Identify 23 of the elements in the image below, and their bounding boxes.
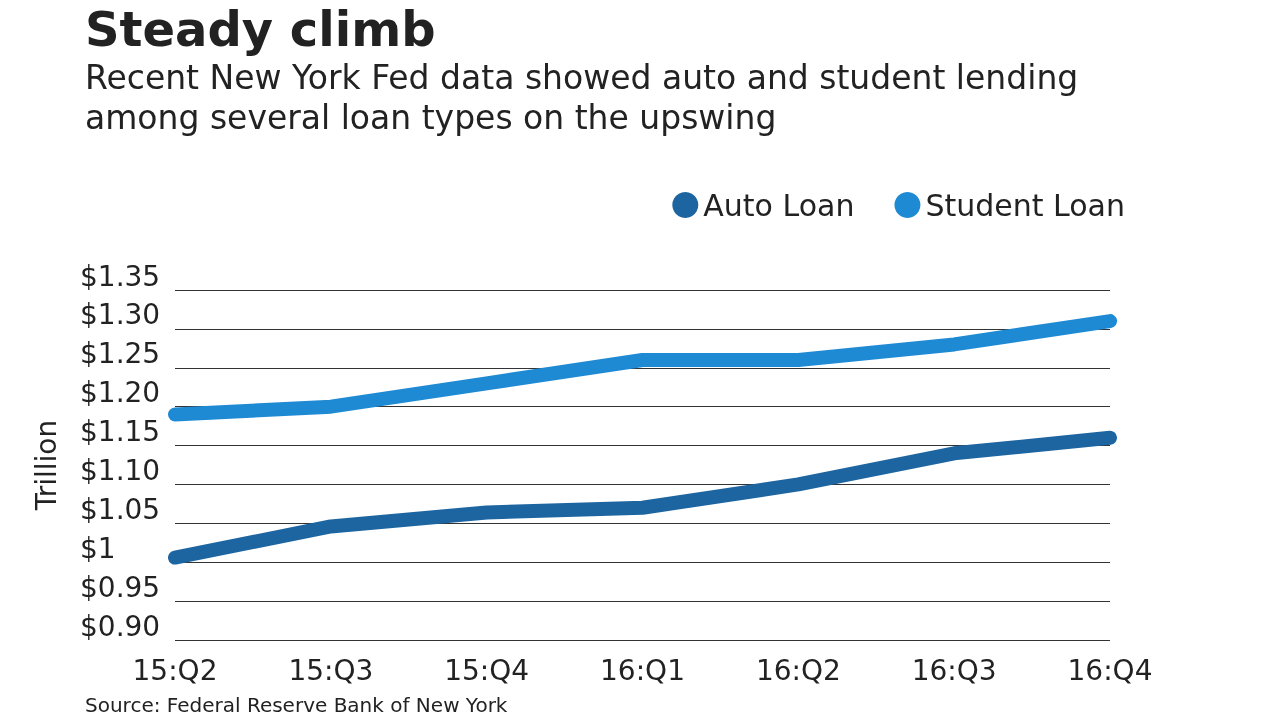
y-tick-label: $1.15: [80, 415, 161, 449]
y-tick-label: $1.25: [80, 337, 161, 371]
y-axis-title: Trillion: [29, 419, 63, 512]
y-tick-label: $1.05: [80, 492, 161, 526]
x-tick-label: 16:Q2: [755, 653, 841, 687]
chart-subtitle: Recent New York Fed data showed auto and student lending among several loan types on the upswing: [85, 57, 1089, 137]
y-tick-label: $1.35: [80, 259, 161, 293]
y-tick-label: $1.30: [80, 298, 161, 332]
x-tick-label: 15:Q2: [132, 653, 218, 687]
source-note: Source: Federal Reserve Bank of New York: [85, 693, 508, 717]
y-tick-label: $0.90: [80, 609, 161, 643]
y-tick-label: $1: [80, 531, 116, 565]
y-tick-label: $1.20: [80, 376, 161, 410]
x-tick-label: 15:Q4: [444, 653, 530, 687]
legend-label: Auto Loan: [703, 187, 855, 223]
x-tick-label: 16:Q3: [911, 653, 997, 687]
x-tick-label: 16:Q4: [1067, 653, 1153, 687]
legend-label: Student Loan: [925, 187, 1126, 223]
x-tick-label: 15:Q3: [288, 653, 374, 687]
chart-title: Steady climb: [85, 1, 436, 57]
y-tick-label: $1.10: [80, 453, 161, 487]
x-tick-label: 16:Q1: [600, 653, 685, 687]
y-tick-label: $0.95: [80, 570, 161, 604]
